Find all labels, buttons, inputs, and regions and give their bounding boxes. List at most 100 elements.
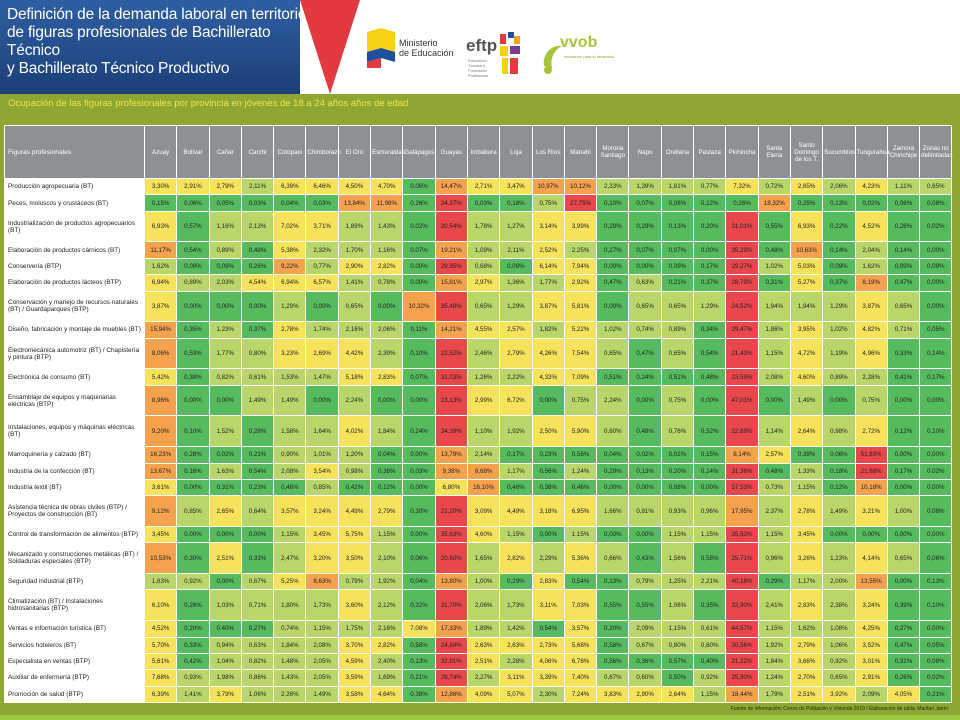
table-cell: 10,97%	[531, 177, 565, 196]
table-cell: 13,67%	[143, 462, 178, 480]
table-cell: 0,00%	[208, 573, 242, 591]
table-cell: 0,65%	[822, 669, 856, 687]
table-cell: 1,47%	[305, 368, 339, 386]
row-label: Auxiliar de enfermería (BTP)	[4, 669, 145, 687]
table-cell: 1,86%	[757, 321, 791, 339]
table-cell: 0,03%	[305, 194, 339, 212]
header: Definición de la demanda laboral en terr…	[0, 0, 960, 94]
table-cell: 0,00%	[208, 384, 242, 417]
table-cell: 4,49%	[499, 495, 533, 527]
table-cell: 20,54%	[434, 210, 468, 243]
table-row: Peces, moluscos y crustáceos (BT) 0,15% 0,…	[4, 194, 953, 212]
table-cell: 0,65%	[337, 290, 372, 323]
table-cell: 0,65%	[596, 337, 630, 370]
table-cell: 3,45%	[143, 525, 178, 544]
table-cell: 0,60%	[693, 636, 727, 654]
table-cell: 1,36%	[499, 274, 533, 292]
table-cell: 0,00%	[628, 257, 662, 276]
table-cell: 7,32%	[725, 177, 759, 196]
table-cell: 0,79%	[628, 573, 662, 591]
table-cell: 5,25%	[273, 573, 307, 591]
table-cell: 2,65%	[208, 495, 242, 527]
table-cell: 0,46%	[273, 478, 307, 497]
table-cell: 3,70%	[337, 636, 372, 654]
table-cell: 2,22%	[499, 368, 533, 386]
table-cell: 29,27%	[725, 257, 759, 276]
table-cell: 1,15%	[757, 337, 791, 370]
table-cell: 8,96%	[143, 384, 178, 417]
table-cell: 3,24%	[854, 589, 888, 622]
table-cell: 1,02%	[757, 257, 791, 276]
table-cell: 17,33%	[434, 620, 468, 638]
table-cell: 1,49%	[789, 384, 824, 417]
table-cell: 6,10%	[143, 589, 178, 622]
table-cell: 0,21%	[402, 669, 436, 687]
table-cell: 2,90%	[628, 685, 662, 704]
row-label: Industria textil (BT)	[4, 478, 145, 497]
table-row: Ventas e información turística (BT) 4,52%…	[4, 620, 953, 638]
table-cell: 0,02%	[208, 446, 242, 464]
table-cell: 0,67%	[628, 636, 662, 654]
table-cell: 0,09%	[822, 257, 856, 276]
table-cell: 3,92%	[822, 685, 856, 704]
table-cell: 2,97%	[466, 274, 501, 292]
table-cell: 0,82%	[208, 368, 242, 386]
table-cell: 2,38%	[822, 589, 856, 622]
table-cell: 1,66%	[596, 495, 630, 527]
table-cell: 5,27%	[789, 274, 824, 292]
title-line: de figuras profesionales de Bachillerato…	[7, 24, 271, 59]
table-cell: 6,80%	[434, 478, 468, 497]
table-cell: 0,03%	[402, 462, 436, 480]
table-cell: 21,68%	[854, 462, 888, 480]
table-cell: 0,10%	[919, 589, 953, 622]
table-cell: 0,43%	[628, 542, 662, 575]
table-cell: 0,85%	[305, 478, 339, 497]
table-cell: 0,30%	[176, 542, 210, 575]
table-cell: 2,47%	[273, 542, 307, 575]
table-cell: 1,49%	[305, 685, 339, 704]
table-cell: 0,54%	[176, 241, 210, 259]
table-cell: 1,73%	[499, 589, 533, 622]
column-header: Zamora Chinchipe	[886, 125, 921, 179]
table-body: Producción agropecuaria (BT) 3,30% 2,91% 2,…	[4, 177, 953, 704]
title-banner: Definición de la demanda laboral en terr…	[0, 0, 306, 94]
table-cell: 2,72%	[854, 415, 888, 448]
table-cell: 0,35%	[176, 321, 210, 339]
table-cell: 0,66%	[596, 542, 630, 575]
table-cell: 0,15%	[143, 194, 178, 212]
table-cell: 0,93%	[660, 495, 695, 527]
table-cell: 0,00%	[919, 290, 953, 323]
table-cell: 0,13%	[596, 573, 630, 591]
table-cell: 34,39%	[434, 415, 468, 448]
table-cell: 1,62%	[143, 257, 178, 276]
table-cell: 0,23%	[531, 446, 565, 464]
eftp-logo: eftp Educación Técnica y Formación Profe…	[466, 30, 526, 78]
row-label: Conservación y manejo de recursos natura…	[4, 290, 145, 323]
table-cell: 3,57%	[273, 495, 307, 527]
row-label: Elaboración de productos cárnicos (BT)	[4, 241, 145, 259]
table-cell: 0,08%	[660, 194, 695, 212]
table-cell: 15,94%	[143, 321, 178, 339]
table-cell: 0,39%	[886, 589, 921, 622]
table-cell: 0,40%	[693, 652, 727, 671]
table-cell: 1,33%	[789, 462, 824, 480]
table-cell: 4,60%	[466, 525, 501, 544]
eftp-logo-subtext: Educación Técnica y Formación Profesiona…	[468, 58, 489, 78]
table-cell: 0,29%	[596, 210, 630, 243]
table-cell: 0,64%	[240, 495, 275, 527]
table-row: Servicios hoteleros (BT) 5,70% 0,33% 0,94% 0…	[4, 636, 953, 654]
table-cell: 0,92%	[176, 573, 210, 591]
column-header: Chimborazo	[305, 125, 341, 179]
table-cell: 0,24%	[628, 368, 662, 386]
table-cell: 1,06%	[822, 636, 856, 654]
table-cell: 4,52%	[854, 210, 888, 243]
table-cell: 2,26%	[273, 685, 307, 704]
table-cell: 3,39%	[531, 669, 565, 687]
table-cell: 2,83%	[370, 368, 404, 386]
table-cell: 0,47%	[596, 274, 630, 292]
table-cell: 0,20%	[596, 620, 630, 638]
table-cell: 0,30%	[402, 495, 436, 527]
row-label: Instalaciones, equipos y máquinas eléctr…	[4, 415, 145, 448]
table-cell: 2,24%	[596, 384, 630, 417]
table-cell: 6,93%	[789, 210, 824, 243]
